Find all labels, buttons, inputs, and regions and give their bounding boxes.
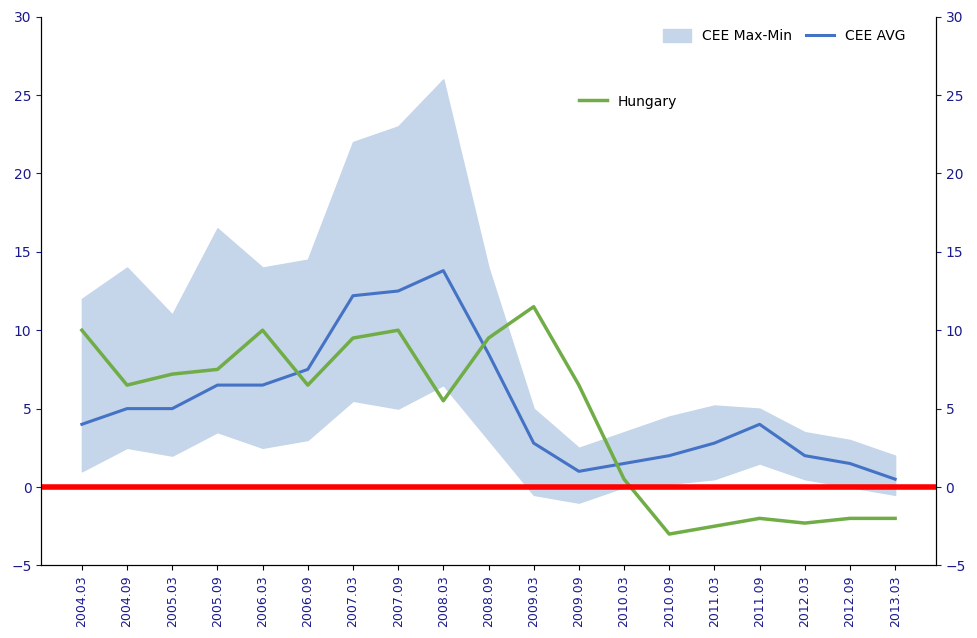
Legend: Hungary: Hungary (573, 89, 683, 115)
